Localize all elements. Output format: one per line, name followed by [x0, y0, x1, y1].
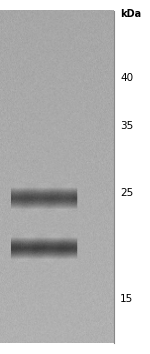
Text: 40: 40: [120, 73, 133, 83]
Text: 15: 15: [120, 294, 133, 304]
Text: 25: 25: [120, 188, 133, 198]
Text: 35: 35: [120, 121, 133, 131]
Text: kDa: kDa: [120, 9, 141, 19]
